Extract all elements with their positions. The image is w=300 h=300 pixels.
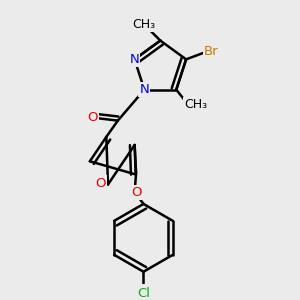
Text: CH₃: CH₃: [184, 98, 207, 111]
Text: N: N: [130, 53, 140, 66]
Text: Br: Br: [204, 45, 218, 58]
Text: CH₃: CH₃: [133, 18, 156, 31]
Text: Cl: Cl: [137, 287, 150, 300]
Text: N: N: [140, 83, 149, 96]
Text: O: O: [87, 111, 98, 124]
Text: O: O: [95, 176, 106, 190]
Text: O: O: [131, 186, 141, 199]
